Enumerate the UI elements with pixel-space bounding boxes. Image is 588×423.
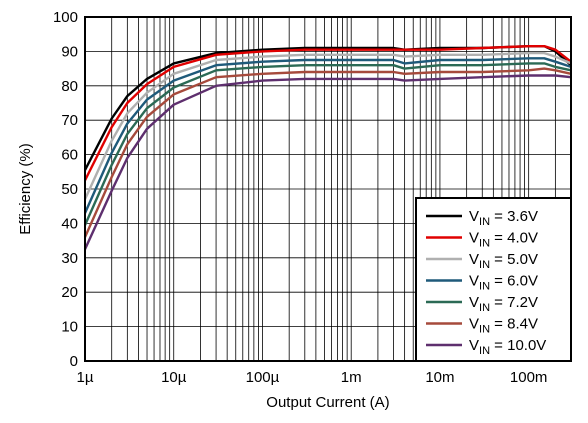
y-tick-label: 100: [53, 9, 78, 26]
y-tick-label: 90: [61, 43, 78, 60]
legend-label: VIN = 5.0V: [469, 251, 538, 271]
y-tick-label: 80: [61, 78, 78, 95]
x-axis-title: Output Current (A): [266, 394, 389, 411]
y-tick-label: 20: [61, 284, 78, 301]
legend-label: VIN = 10.0V: [469, 337, 546, 357]
series-lines: [83, 45, 572, 250]
y-tick-label: 50: [61, 181, 78, 198]
y-axis-title: Efficiency (%): [17, 143, 34, 234]
x-tick-label: 10µ: [161, 369, 187, 386]
x-tick-label: 1m: [341, 369, 362, 386]
y-tick-label: 60: [61, 147, 78, 164]
y-tick-labels: 0 10 20 30 40 50 60 70 80 90 100: [53, 9, 78, 370]
legend-label: VIN = 4.0V: [469, 230, 538, 250]
series-line-3: [83, 51, 572, 200]
x-tick-label: 100m: [510, 369, 548, 386]
y-tick-label: 40: [61, 215, 78, 232]
x-tick-label: 1µ: [77, 369, 94, 386]
series-line-5: [83, 62, 572, 226]
series-line-2: [83, 45, 572, 181]
x-tick-label: 100µ: [246, 369, 280, 386]
y-tick-label: 30: [61, 250, 78, 267]
x-tick-labels: 1µ 10µ 100µ 1m 10m 100m: [77, 369, 548, 386]
y-tick-label: 70: [61, 112, 78, 129]
series-line-6: [83, 67, 572, 238]
legend-label: VIN = 8.4V: [469, 316, 538, 336]
y-tick-label: 10: [61, 319, 78, 336]
x-tick-label: 10m: [425, 369, 454, 386]
legend-label: VIN = 7.2V: [469, 294, 538, 314]
legend-label: VIN = 3.6V: [469, 208, 538, 228]
legend-label: VIN = 6.0V: [469, 273, 538, 293]
series-line-4: [83, 57, 572, 214]
y-tick-label: 0: [70, 353, 78, 370]
plot-frame: [84, 16, 572, 362]
series-line-7: [83, 74, 572, 250]
